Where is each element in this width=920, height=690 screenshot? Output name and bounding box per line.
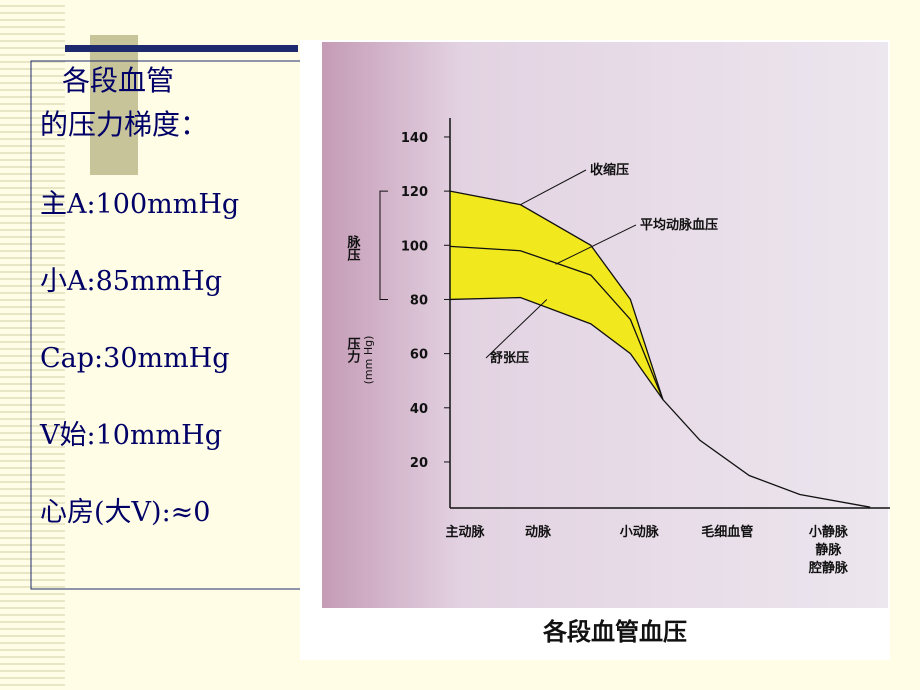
series-label: 舒张压 <box>490 350 529 366</box>
y-label: 压力 <box>345 337 361 364</box>
leader <box>485 299 548 359</box>
panel-title: 各段血管 <box>62 64 174 97</box>
y-tick-label: 120 <box>401 185 428 200</box>
series-line <box>449 190 664 400</box>
panel-item: V始:10mmHg <box>39 420 222 451</box>
y-tick-label: 40 <box>410 402 428 417</box>
stripes <box>0 0 65 690</box>
leader <box>520 169 587 206</box>
series-label: 平均动脉血压 <box>640 217 718 233</box>
panel-title: 的压力梯度： <box>40 108 208 141</box>
x-tick-label: 小动脉 <box>620 524 660 540</box>
y-tick-label: 80 <box>410 293 428 308</box>
x-tick-label: 静脉 <box>815 542 842 558</box>
deco-block <box>90 35 138 175</box>
series-line <box>449 296 664 401</box>
series-label: 收缩压 <box>590 162 629 178</box>
y-tick-label: 60 <box>410 348 428 363</box>
pulse-label: 脉压 <box>345 234 362 262</box>
panel-item: 心房(大V):≈0 <box>40 497 210 528</box>
x-tick-label: 腔静脉 <box>808 560 849 576</box>
panel-item: 小A:85mmHg <box>40 266 222 297</box>
leader <box>555 224 637 265</box>
x-tick-label: 动脉 <box>525 524 552 540</box>
x-tick-label: 小静脉 <box>809 524 849 540</box>
pulse-band <box>450 191 663 400</box>
x-tick-label: 主动脉 <box>445 524 485 540</box>
y-tick-label: 100 <box>401 239 428 254</box>
y-tick-label: 140 <box>401 131 428 146</box>
deco-bar <box>65 45 298 52</box>
panel-item: 主A:100mmHg <box>40 189 239 220</box>
x-tick-label: 毛细血管 <box>701 524 753 540</box>
pulse-bracket <box>379 190 388 300</box>
y-tick-label: 20 <box>410 456 428 471</box>
chart-caption: 各段血管血压 <box>542 618 687 646</box>
series-line <box>449 245 871 508</box>
y-unit: (mm Hg) <box>362 336 375 385</box>
panel-item: Cap:30mmHg <box>40 343 230 374</box>
